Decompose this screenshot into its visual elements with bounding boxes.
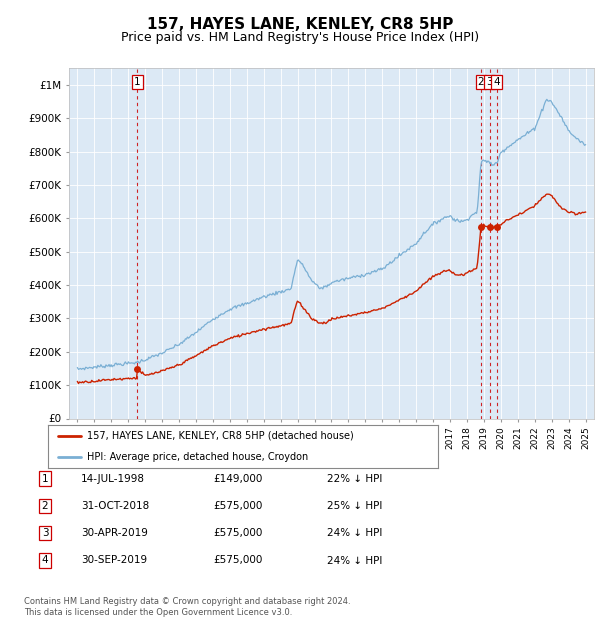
Text: £575,000: £575,000 — [213, 556, 262, 565]
Text: 24% ↓ HPI: 24% ↓ HPI — [327, 556, 382, 565]
Text: 2: 2 — [41, 501, 49, 511]
Text: 14-JUL-1998: 14-JUL-1998 — [81, 474, 145, 484]
Text: 30-SEP-2019: 30-SEP-2019 — [81, 556, 147, 565]
Text: 1: 1 — [134, 77, 141, 87]
Text: £575,000: £575,000 — [213, 501, 262, 511]
Text: 3: 3 — [41, 528, 49, 538]
Text: 3: 3 — [486, 77, 493, 87]
Text: 157, HAYES LANE, KENLEY, CR8 5HP: 157, HAYES LANE, KENLEY, CR8 5HP — [147, 17, 453, 32]
Text: 22% ↓ HPI: 22% ↓ HPI — [327, 474, 382, 484]
Text: 157, HAYES LANE, KENLEY, CR8 5HP (detached house): 157, HAYES LANE, KENLEY, CR8 5HP (detach… — [87, 431, 354, 441]
Text: 24% ↓ HPI: 24% ↓ HPI — [327, 528, 382, 538]
Text: 30-APR-2019: 30-APR-2019 — [81, 528, 148, 538]
Text: 4: 4 — [41, 556, 49, 565]
Text: £149,000: £149,000 — [213, 474, 262, 484]
Text: 2: 2 — [478, 77, 484, 87]
Text: HPI: Average price, detached house, Croydon: HPI: Average price, detached house, Croy… — [87, 452, 308, 462]
Text: 25% ↓ HPI: 25% ↓ HPI — [327, 501, 382, 511]
Text: 31-OCT-2018: 31-OCT-2018 — [81, 501, 149, 511]
Text: Contains HM Land Registry data © Crown copyright and database right 2024.
This d: Contains HM Land Registry data © Crown c… — [24, 598, 350, 617]
Text: 1: 1 — [41, 474, 49, 484]
Text: 4: 4 — [493, 77, 500, 87]
Text: Price paid vs. HM Land Registry's House Price Index (HPI): Price paid vs. HM Land Registry's House … — [121, 31, 479, 43]
Text: £575,000: £575,000 — [213, 528, 262, 538]
